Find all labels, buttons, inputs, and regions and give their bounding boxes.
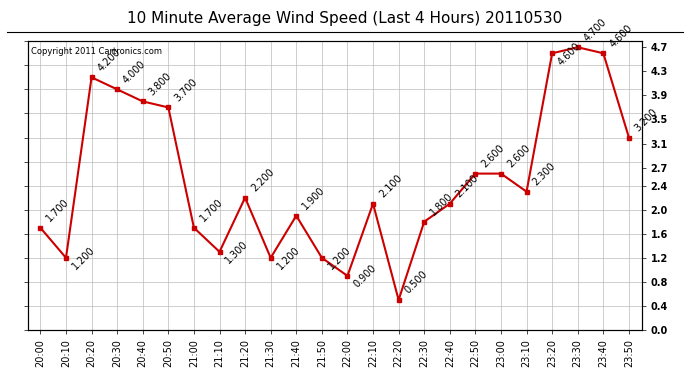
Text: 1.300: 1.300 <box>224 239 250 266</box>
Text: 1.200: 1.200 <box>326 245 353 272</box>
Text: Copyright 2011 Cartronics.com: Copyright 2011 Cartronics.com <box>30 47 161 56</box>
Text: 2.100: 2.100 <box>377 173 404 200</box>
Text: 4.600: 4.600 <box>607 22 634 49</box>
Text: 3.700: 3.700 <box>172 76 199 103</box>
Text: 0.900: 0.900 <box>352 263 378 290</box>
Text: 1.700: 1.700 <box>45 197 71 223</box>
Text: 3.800: 3.800 <box>147 71 173 97</box>
Text: 2.600: 2.600 <box>480 143 506 170</box>
Text: 2.600: 2.600 <box>505 143 532 170</box>
Text: 2.100: 2.100 <box>454 173 480 200</box>
Text: 4.700: 4.700 <box>582 16 609 43</box>
Text: 1.800: 1.800 <box>428 191 455 217</box>
Text: 2.200: 2.200 <box>249 167 276 194</box>
Text: 4.600: 4.600 <box>556 40 583 67</box>
Text: 0.500: 0.500 <box>403 269 429 296</box>
Text: 4.200: 4.200 <box>96 46 122 73</box>
Text: 1.200: 1.200 <box>70 245 97 272</box>
Text: 4.000: 4.000 <box>121 59 148 85</box>
Text: 1.200: 1.200 <box>275 245 302 272</box>
Text: 1.700: 1.700 <box>198 197 225 223</box>
Text: 10 Minute Average Wind Speed (Last 4 Hours) 20110530: 10 Minute Average Wind Speed (Last 4 Hou… <box>128 11 562 26</box>
Text: 1.900: 1.900 <box>300 185 327 211</box>
Text: 2.300: 2.300 <box>531 161 558 188</box>
Text: 3.200: 3.200 <box>633 107 660 134</box>
